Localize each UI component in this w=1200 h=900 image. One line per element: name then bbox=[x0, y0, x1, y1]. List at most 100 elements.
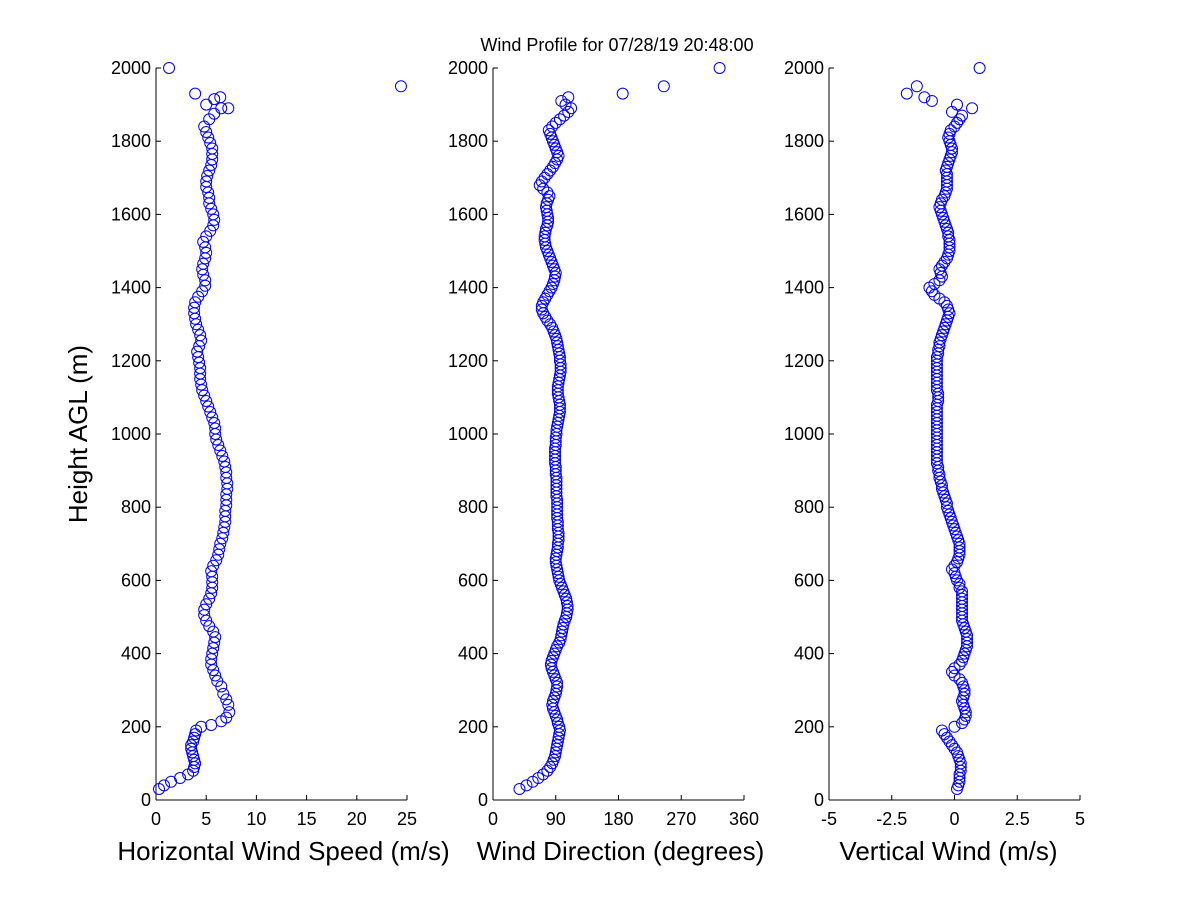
y-tick-label: 1200 bbox=[111, 351, 151, 371]
data-point bbox=[539, 201, 552, 214]
data-point bbox=[551, 717, 564, 730]
data-point bbox=[202, 131, 215, 144]
y-tick-label: 1200 bbox=[448, 351, 488, 371]
data-point bbox=[520, 779, 533, 792]
data-point bbox=[537, 768, 550, 781]
y-tick-label: 200 bbox=[794, 717, 824, 737]
x-tick-label: 15 bbox=[297, 809, 317, 829]
data-point bbox=[900, 87, 913, 100]
x-tick-label: 2.5 bbox=[1005, 809, 1030, 829]
y-tick-label: 1800 bbox=[784, 131, 824, 151]
data-point bbox=[163, 62, 176, 74]
y-tick-label: 800 bbox=[458, 497, 488, 517]
data-point bbox=[212, 438, 225, 451]
data-point bbox=[551, 680, 564, 693]
data-point bbox=[951, 98, 964, 111]
data-point bbox=[201, 169, 214, 182]
data-point bbox=[948, 567, 961, 580]
data-point bbox=[956, 676, 969, 689]
data-point bbox=[542, 124, 555, 137]
data-point bbox=[200, 175, 213, 188]
data-point bbox=[200, 598, 213, 611]
y-tick-label: 600 bbox=[458, 570, 488, 590]
data-point bbox=[209, 669, 222, 682]
x-tick-label: -5 bbox=[821, 809, 837, 829]
data-point bbox=[220, 693, 233, 706]
data-point bbox=[202, 400, 215, 413]
data-point bbox=[938, 728, 951, 741]
data-point bbox=[205, 565, 218, 578]
data-point bbox=[553, 113, 566, 126]
y-tick-label: 400 bbox=[794, 644, 824, 664]
data-point bbox=[910, 80, 923, 93]
data-point bbox=[553, 724, 566, 737]
y-tick-label: 1000 bbox=[448, 424, 488, 444]
data-point bbox=[210, 554, 223, 567]
y-tick-label: 200 bbox=[121, 717, 151, 737]
y-tick-label: 400 bbox=[121, 644, 151, 664]
y-tick-label: 1800 bbox=[448, 131, 488, 151]
x-axis-label-vertical-wind: Vertical Wind (m/s) bbox=[839, 836, 1057, 866]
data-point bbox=[953, 658, 966, 671]
data-point bbox=[555, 94, 568, 107]
y-tick-label: 1400 bbox=[111, 278, 151, 298]
data-point bbox=[394, 80, 407, 93]
data-point bbox=[203, 620, 216, 633]
data-point bbox=[942, 230, 955, 243]
data-point bbox=[544, 658, 557, 671]
y-tick-label: 1400 bbox=[784, 278, 824, 298]
x-tick-label: 0 bbox=[151, 809, 161, 829]
data-point bbox=[188, 301, 201, 314]
data-point bbox=[207, 208, 220, 221]
data-point bbox=[933, 340, 946, 353]
data-point bbox=[940, 299, 953, 312]
y-tick-label: 600 bbox=[121, 570, 151, 590]
data-point bbox=[938, 255, 951, 268]
x-tick-label: 360 bbox=[729, 809, 759, 829]
data-point bbox=[560, 596, 573, 609]
y-tick-label: 1000 bbox=[111, 424, 151, 444]
data-point bbox=[204, 406, 217, 419]
data-point bbox=[198, 603, 211, 616]
data-point bbox=[953, 578, 966, 591]
data-point bbox=[174, 772, 187, 785]
data-point bbox=[206, 142, 219, 155]
data-point bbox=[203, 592, 216, 605]
data-point bbox=[223, 706, 236, 719]
data-point bbox=[200, 126, 213, 139]
y-tick-label: 800 bbox=[794, 497, 824, 517]
data-point bbox=[562, 91, 575, 104]
data-point bbox=[944, 124, 957, 137]
x-tick-label: 10 bbox=[246, 809, 266, 829]
data-point bbox=[213, 543, 226, 556]
data-point bbox=[189, 87, 202, 100]
x-tick-label: 20 bbox=[347, 809, 367, 829]
data-point bbox=[956, 717, 969, 730]
data-point bbox=[206, 411, 219, 424]
data-point bbox=[973, 62, 986, 74]
data-point bbox=[551, 340, 564, 353]
data-point bbox=[948, 669, 961, 682]
x-tick-label: 180 bbox=[603, 809, 633, 829]
data-point bbox=[214, 91, 227, 104]
x-tick-label: 0 bbox=[949, 809, 959, 829]
data-point bbox=[222, 698, 235, 711]
data-point bbox=[945, 665, 958, 678]
data-point bbox=[197, 257, 210, 270]
data-point bbox=[561, 600, 574, 613]
data-point bbox=[953, 581, 966, 594]
y-axis-label: Height AGL (m) bbox=[63, 345, 93, 523]
y-tick-label: 0 bbox=[478, 790, 488, 810]
y-tick-label: 0 bbox=[141, 790, 151, 810]
data-point bbox=[211, 675, 224, 688]
data-point bbox=[616, 87, 629, 100]
data-point bbox=[559, 98, 572, 111]
data-point bbox=[209, 631, 222, 644]
data-point bbox=[218, 455, 231, 468]
data-point bbox=[948, 720, 961, 733]
data-point bbox=[195, 720, 208, 733]
y-tick-label: 200 bbox=[458, 717, 488, 737]
data-point bbox=[935, 482, 948, 495]
data-point bbox=[556, 625, 569, 638]
